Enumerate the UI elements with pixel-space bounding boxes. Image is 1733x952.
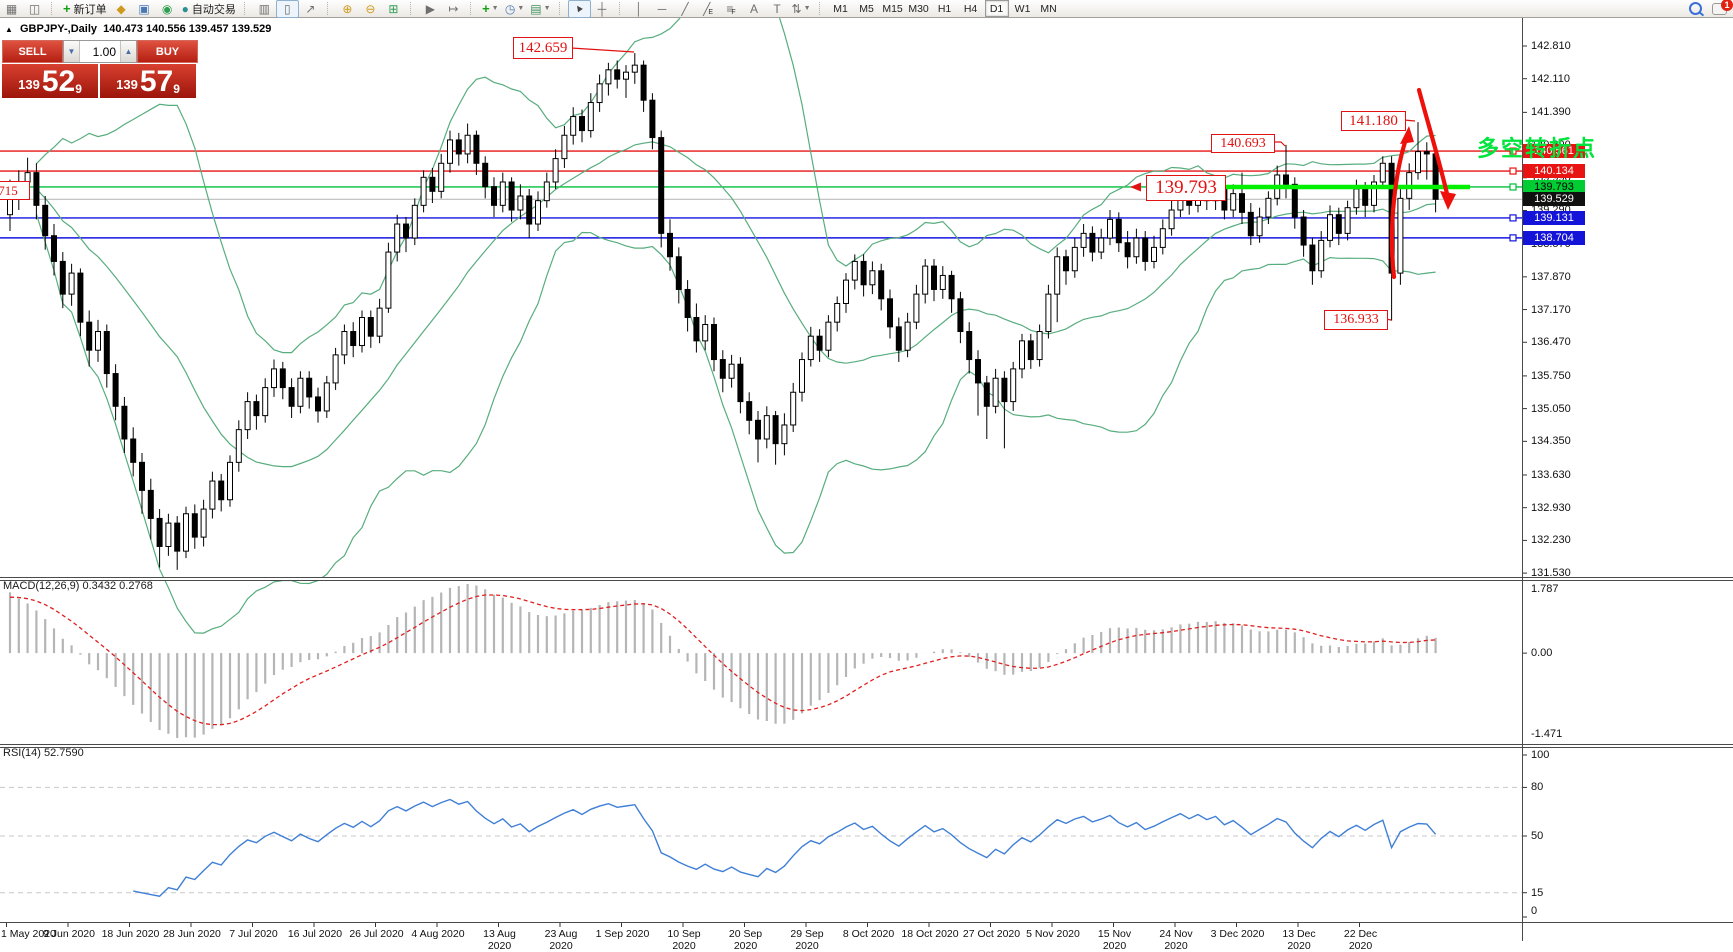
collapse-triangle-icon: ▲ bbox=[5, 25, 13, 34]
symbol-period-label: GBPJPY-,Daily bbox=[19, 23, 98, 35]
fibonacci-icon[interactable]: ≡ F bbox=[726, 1, 736, 16]
text-icon[interactable]: A bbox=[750, 1, 759, 16]
timeframe-m1-button[interactable]: M1 bbox=[833, 2, 848, 15]
ohlc-values: 140.473 140.556 139.457 139.529 bbox=[103, 23, 272, 35]
toolbar-separator bbox=[243, 2, 249, 15]
zoom-out-icon[interactable]: ⊖ bbox=[365, 1, 376, 16]
chart-shift-icon[interactable]: ↦ bbox=[448, 1, 459, 16]
search-icon[interactable] bbox=[1689, 2, 1702, 15]
indicators-button[interactable]: + ▼ bbox=[482, 1, 499, 16]
volume-stepper: ▼ 1.00 ▲ bbox=[63, 40, 137, 63]
timeframe-mn-button[interactable]: MN bbox=[1040, 2, 1057, 15]
autotrading-button[interactable]: ● 自动交易 bbox=[181, 1, 236, 16]
toolbar-separator bbox=[326, 2, 332, 15]
timeframe-m30-button[interactable]: M30 bbox=[908, 2, 929, 15]
toolbar-separator bbox=[469, 2, 475, 15]
volume-decrease-button[interactable]: ▼ bbox=[64, 41, 80, 62]
chat-icon[interactable]: 1 bbox=[1712, 0, 1733, 15]
timeframe-m15-button[interactable]: M15 bbox=[882, 2, 903, 15]
time-axis-border bbox=[0, 922, 1733, 923]
toolbar-separator bbox=[409, 2, 415, 15]
bars-chart-icon[interactable]: ▥ bbox=[258, 1, 271, 16]
equidistant-channel-icon[interactable]: ╱ E bbox=[703, 1, 713, 16]
line-chart-icon[interactable]: ↗ bbox=[305, 1, 316, 16]
text-label-icon[interactable]: T bbox=[773, 1, 781, 16]
sell-price-sup: 9 bbox=[75, 82, 82, 96]
signal-icon[interactable]: ◉ bbox=[161, 1, 173, 16]
chart-title: ▲ GBPJPY-,Daily 140.473 140.556 139.457 … bbox=[5, 23, 271, 35]
chart-style-icon[interactable]: ◆ bbox=[116, 1, 126, 16]
trendline-icon[interactable]: ╱ bbox=[681, 1, 689, 16]
macd-panel-divider[interactable] bbox=[0, 577, 1733, 581]
cursor-icon[interactable]: ▲ bbox=[567, 0, 591, 18]
buy-price-display[interactable]: 139 57 9 bbox=[100, 64, 196, 98]
rsi-panel-divider[interactable] bbox=[0, 744, 1733, 748]
buy-price-sup: 9 bbox=[173, 82, 180, 96]
toolbar: ▦ ◫ + 新订单 ◆ ▣ ◉ ● 自动交易 ▥ ▯ ↗ ⊕ ⊖ ⊞ ▶ ↦ + ▼ ◷ ▼ ▤ ▼ ▲ ┼ │ ─ ╱ ╱ E ≡ F A T ⇅… bbox=[0, 0, 1733, 18]
terminal-icon[interactable]: ▣ bbox=[138, 1, 150, 16]
macd-indicator-label: MACD(12,26,9) 0.3432 0.2768 bbox=[3, 580, 153, 592]
rsi-indicator-label: RSI(14) 52.7590 bbox=[3, 747, 84, 759]
sell-button[interactable]: SELL bbox=[2, 40, 63, 63]
timeframe-d1-button[interactable]: D1 bbox=[984, 0, 1009, 17]
timeframe-h4-button[interactable]: H4 bbox=[963, 2, 978, 15]
toolbar-separator bbox=[51, 2, 56, 15]
sell-price-display[interactable]: 139 52 9 bbox=[2, 64, 98, 98]
buy-price-big: 57 bbox=[139, 64, 174, 98]
auto-scroll-icon[interactable]: ▶ bbox=[425, 1, 435, 16]
market-watch-icon[interactable]: ◫ bbox=[28, 1, 41, 16]
timeframe-w1-button[interactable]: W1 bbox=[1014, 2, 1031, 15]
new-order-button[interactable]: + 新订单 bbox=[63, 1, 107, 16]
sell-price-prefix: 139 bbox=[18, 77, 40, 93]
candles-chart-icon[interactable]: ▯ bbox=[275, 0, 299, 18]
volume-input[interactable]: 1.00 bbox=[92, 44, 116, 59]
tile-windows-icon[interactable]: ⊞ bbox=[388, 1, 399, 16]
toolbar-separator bbox=[618, 2, 624, 15]
zoom-in-icon[interactable]: ⊕ bbox=[342, 1, 353, 16]
volume-increase-button[interactable]: ▲ bbox=[120, 41, 136, 62]
templates-button[interactable]: ▤ ▼ bbox=[530, 1, 551, 16]
one-click-trading-panel: SELL ▼ 1.00 ▲ BUY 139 52 9 139 57 9 bbox=[2, 40, 198, 98]
price-scale-border[interactable] bbox=[1522, 18, 1523, 941]
toolbar-separator bbox=[558, 2, 564, 15]
crosshair-icon[interactable]: ┼ bbox=[597, 1, 607, 16]
vertical-line-icon[interactable]: │ bbox=[635, 1, 643, 16]
sell-price-big: 52 bbox=[41, 64, 76, 98]
chart-window-icon[interactable]: ▦ bbox=[5, 1, 18, 16]
timeframe-h1-button[interactable]: H1 bbox=[937, 2, 952, 15]
timeframe-m5-button[interactable]: M5 bbox=[859, 2, 874, 15]
arrows-shapes-button[interactable]: ⇅ ▼ bbox=[791, 1, 811, 16]
bull-bear-turning-point-note: 多空转折点 bbox=[1477, 136, 1598, 161]
buy-button[interactable]: BUY bbox=[137, 40, 198, 63]
notification-badge: 1 bbox=[1721, 0, 1733, 11]
periods-button[interactable]: ◷ ▼ bbox=[504, 1, 525, 16]
buy-price-prefix: 139 bbox=[116, 77, 138, 93]
horizontal-line-icon[interactable]: ─ bbox=[657, 1, 667, 16]
